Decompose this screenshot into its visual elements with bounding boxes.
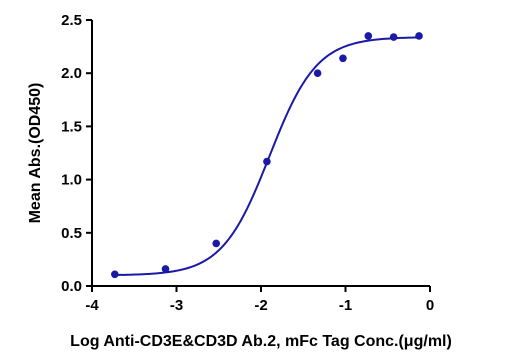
data-points	[111, 32, 423, 279]
y-tick-label: 0.0	[61, 278, 82, 295]
data-point	[212, 239, 221, 248]
x-tick-label: -4	[85, 297, 99, 314]
x-tick-label: -2	[254, 297, 267, 314]
y-tick-label: 2.5	[61, 12, 82, 29]
data-point	[339, 54, 347, 63]
y-axis-title: Mean Abs.(OD450)	[27, 83, 44, 224]
y-tick-label: 1.0	[61, 172, 82, 189]
y-axis-ticks: 0.0 0.5 1.0 1.5 2.0 2.5	[61, 12, 92, 295]
data-point	[313, 69, 322, 77]
y-tick-label: 0.5	[61, 225, 82, 242]
x-tick-label: -1	[339, 297, 352, 314]
fit-curve	[114, 36, 420, 277]
data-point	[389, 33, 398, 41]
data-point	[161, 265, 170, 273]
x-axis-ticks: -4 -3 -2 -1 0	[85, 286, 434, 314]
y-tick-label: 2.0	[61, 65, 82, 82]
y-tick-label: 1.5	[61, 118, 82, 135]
x-tick-label: 0	[426, 297, 434, 314]
axes: 0.0 0.5 1.0 1.5 2.0 2.5 -4 -3 -2 -1 0	[61, 12, 434, 314]
x-tick-label: -3	[170, 297, 183, 314]
data-point	[364, 32, 373, 40]
data-point	[111, 270, 119, 279]
x-axis-title: Log Anti-CD3E&CD3D Ab.2, mFc Tag Conc.(μ…	[70, 333, 452, 350]
data-point	[263, 157, 271, 166]
data-point	[415, 32, 423, 40]
